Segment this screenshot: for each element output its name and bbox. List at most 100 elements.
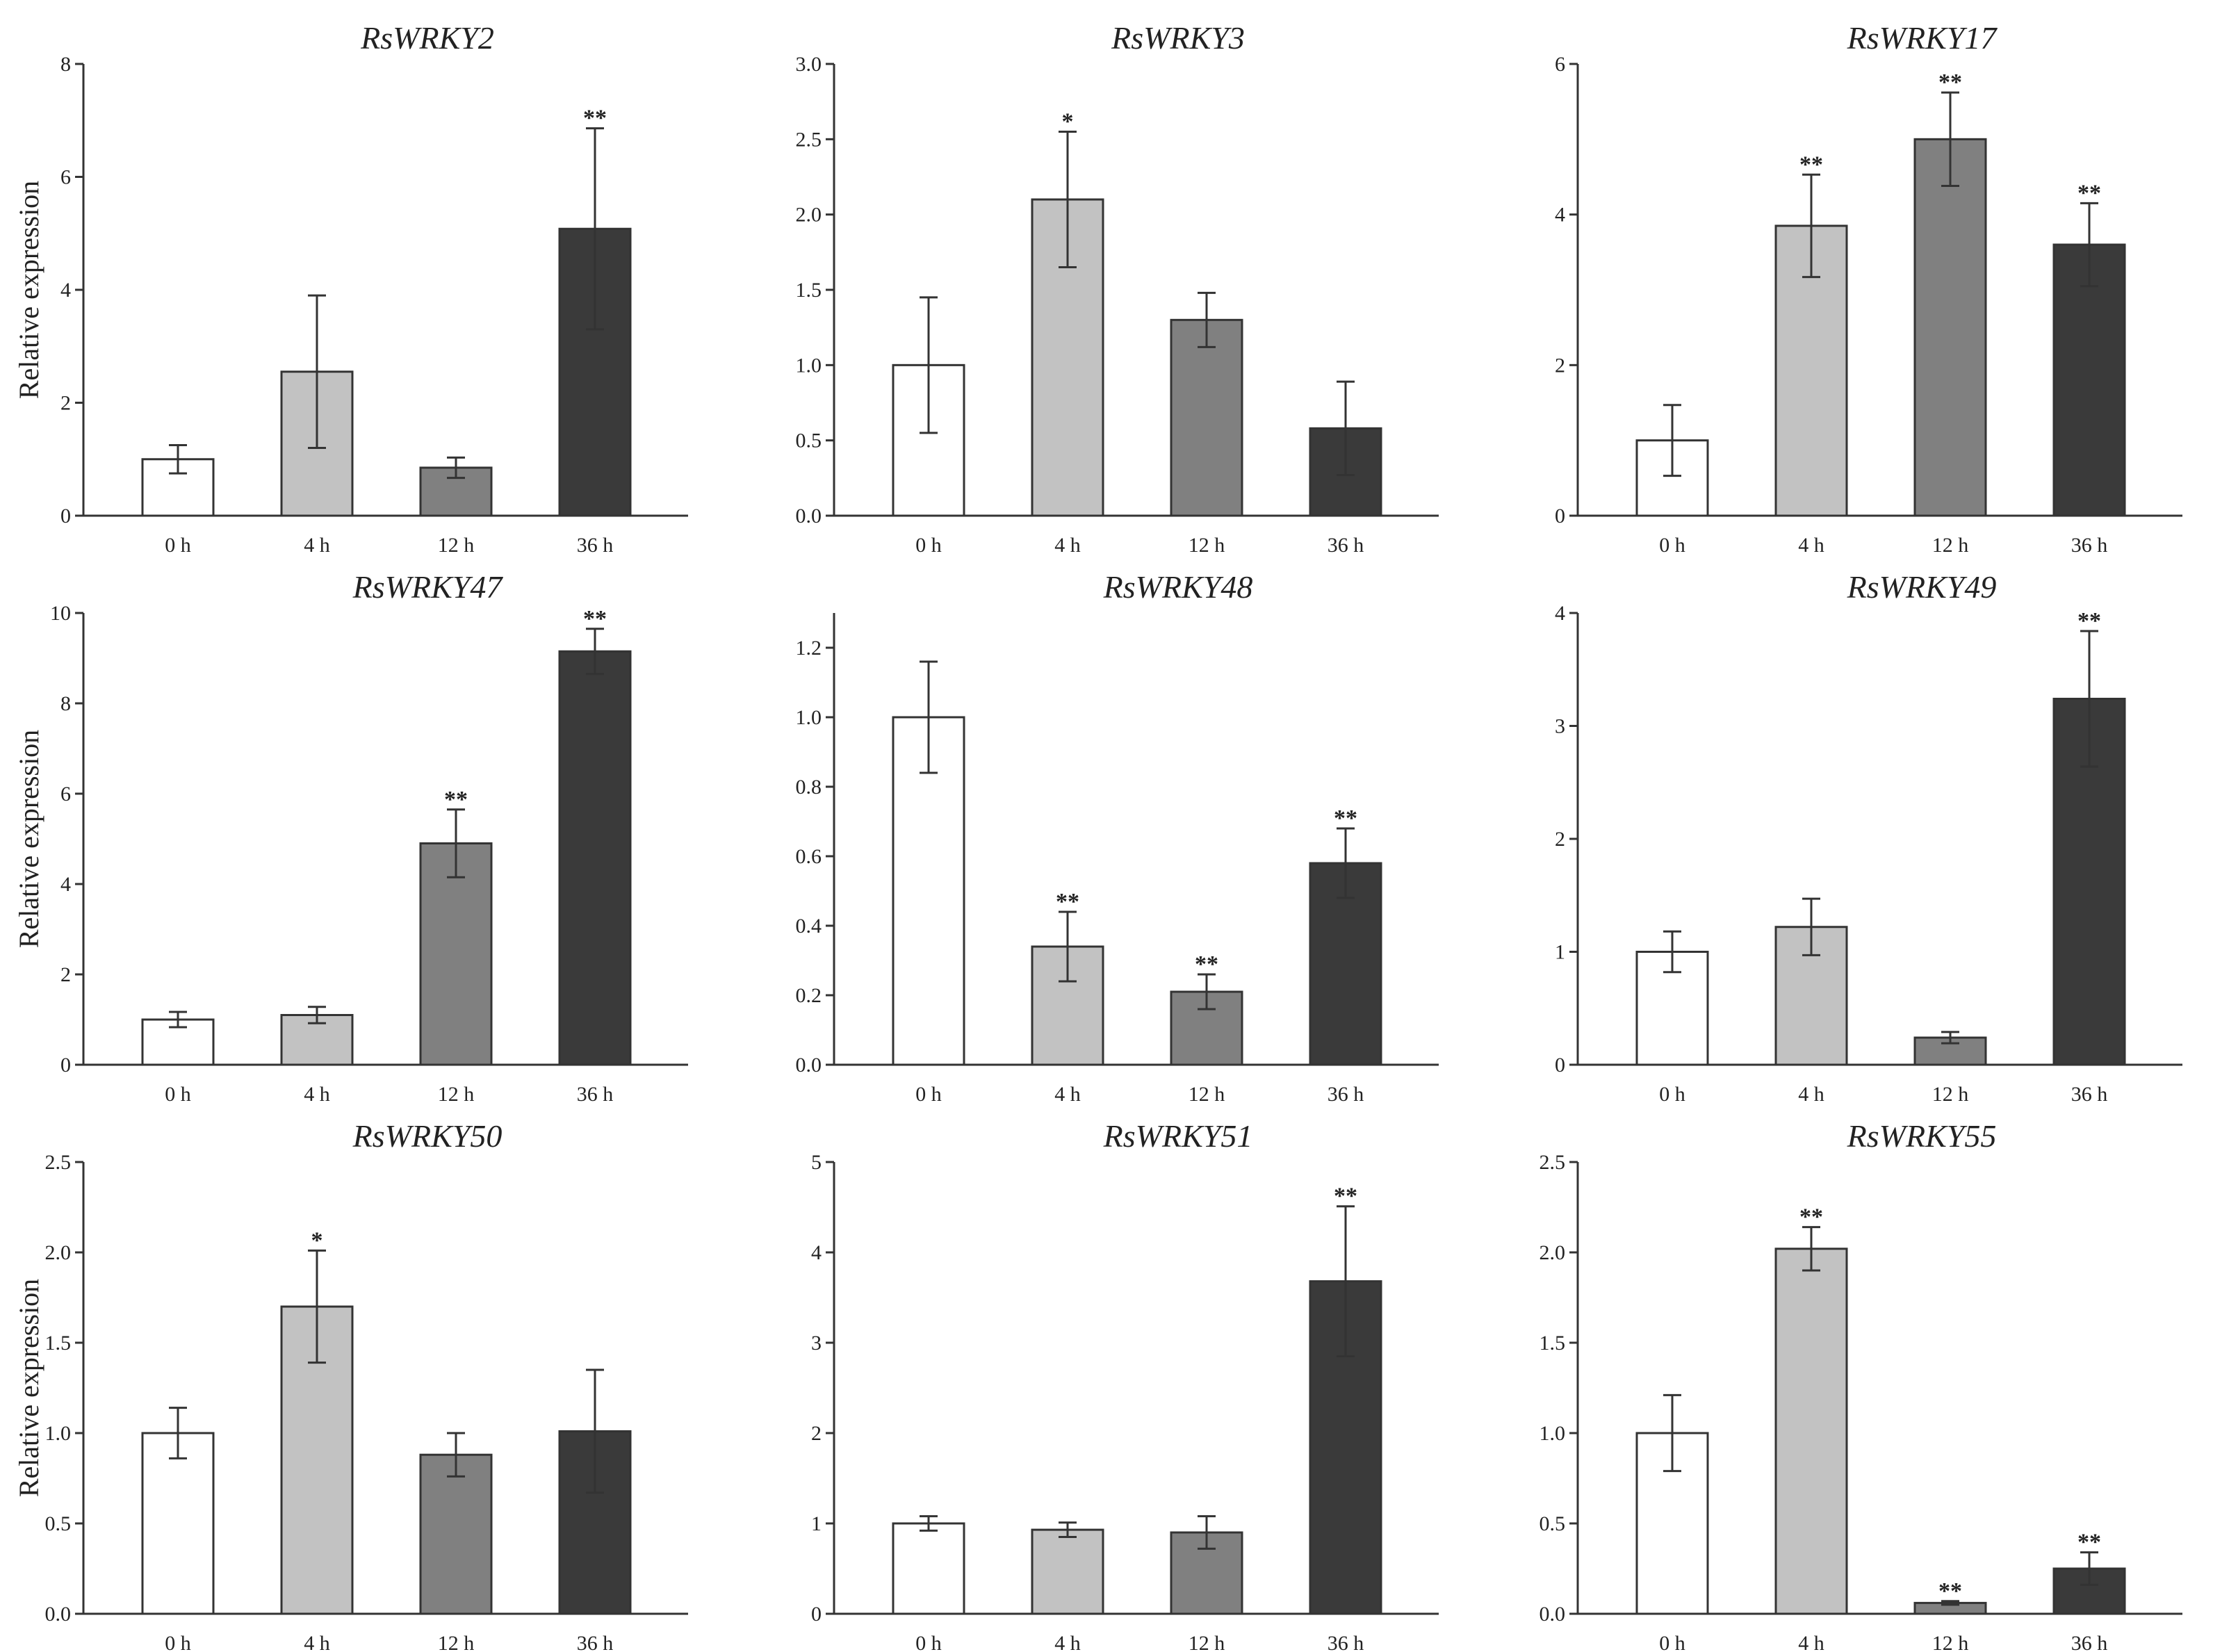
significance-marker: ** xyxy=(1056,889,1079,915)
x-category-label: 4 h xyxy=(1798,1632,1824,1652)
y-tick-label: 0.0 xyxy=(45,1603,72,1626)
chart-panel-rswrky50: RsWRKY50 0.0 0.5 1.0 1.5 2.0 2.5 Relative expre… xyxy=(13,1118,688,1652)
y-tick-label: 8 xyxy=(60,53,71,76)
significance-marker: ** xyxy=(2077,180,2101,206)
x-category-label: 36 h xyxy=(2071,1632,2108,1652)
x-category-label: 4 h xyxy=(1798,534,1824,557)
y-tick-label: 10 xyxy=(50,602,71,625)
y-tick-label: 3 xyxy=(1555,715,1565,738)
x-category-label: 36 h xyxy=(2071,534,2108,557)
y-tick-label: 0.5 xyxy=(45,1512,72,1535)
x-category-label: 36 h xyxy=(2071,1083,2108,1106)
y-tick-label: 4 xyxy=(60,279,71,302)
x-category-label: 36 h xyxy=(577,1632,614,1652)
x-category-label: 12 h xyxy=(1932,1632,1969,1652)
y-tick-label: 1.0 xyxy=(45,1422,72,1445)
x-category-label: 12 h xyxy=(1189,534,1225,557)
y-tick-label: 1.0 xyxy=(796,354,822,377)
y-tick-label: 0 xyxy=(1555,1054,1565,1077)
y-tick-label: 6 xyxy=(1555,53,1565,76)
x-category-label: 0 h xyxy=(1659,1083,1685,1106)
y-axis-label: Relative expression xyxy=(13,1279,44,1497)
chart-panel-rswrky51: RsWRKY51 0 1 2 3 4 5 0 h 4 h 12 h ** 36 h xyxy=(811,1118,1439,1652)
panel-title: RsWRKY55 xyxy=(1847,1118,1997,1154)
significance-marker: * xyxy=(1062,109,1074,135)
bar-0 xyxy=(141,1432,215,1615)
x-category-label: 4 h xyxy=(304,534,330,557)
y-tick-label: 6 xyxy=(60,783,71,805)
y-tick-label: 5 xyxy=(811,1151,822,1174)
x-category-label: 4 h xyxy=(1054,534,1081,557)
y-axis-label: Relative expression xyxy=(13,181,44,399)
x-category-label: 12 h xyxy=(1932,534,1969,557)
y-tick-label: 0.0 xyxy=(796,1054,822,1077)
y-tick-label: 3.0 xyxy=(796,53,822,76)
bar-2 xyxy=(419,1453,493,1615)
y-tick-label: 0.6 xyxy=(796,845,822,868)
panel-title: RsWRKY48 xyxy=(1103,569,1253,605)
x-category-label: 0 h xyxy=(1659,1632,1685,1652)
y-tick-label: 1.2 xyxy=(796,637,822,660)
y-tick-label: 2 xyxy=(1555,828,1565,851)
y-tick-label: 2.5 xyxy=(796,128,822,151)
y-tick-label: 1.0 xyxy=(796,706,822,729)
x-category-label: 0 h xyxy=(165,534,191,557)
y-tick-label: 6 xyxy=(60,166,71,189)
panel-title: RsWRKY3 xyxy=(1111,20,1245,56)
chart-panel-rswrky49: RsWRKY49 0 1 2 3 4 0 h 4 h 12 h ** 36 h xyxy=(1555,569,2182,1106)
x-category-label: 12 h xyxy=(1189,1632,1225,1652)
x-category-label: 4 h xyxy=(304,1083,330,1106)
x-category-label: 4 h xyxy=(1798,1083,1824,1106)
y-axis-label: Relative expression xyxy=(13,730,44,948)
y-tick-label: 2 xyxy=(60,963,71,986)
x-category-label: 36 h xyxy=(577,1083,614,1106)
y-tick-label: 0.5 xyxy=(796,430,822,452)
bar-2 xyxy=(419,842,493,1066)
y-tick-label: 4 xyxy=(811,1241,822,1264)
y-tick-label: 0 xyxy=(60,1054,71,1077)
y-tick-label: 0 xyxy=(1555,505,1565,528)
bar-3 xyxy=(2052,243,2126,517)
y-tick-label: 1.5 xyxy=(1540,1332,1566,1355)
y-tick-label: 8 xyxy=(60,692,71,715)
significance-marker: ** xyxy=(1799,152,1823,177)
x-category-label: 12 h xyxy=(1932,1083,1969,1106)
x-category-label: 0 h xyxy=(915,1632,942,1652)
panel-title: RsWRKY47 xyxy=(352,569,504,605)
x-category-label: 4 h xyxy=(1054,1632,1081,1652)
panel-title: RsWRKY51 xyxy=(1103,1118,1253,1154)
chart-panel-rswrky3: RsWRKY3 0.0 0.5 1.0 1.5 2.0 2.5 3.0 0 h * 4 h 12 h 3… xyxy=(796,20,1439,557)
y-tick-label: 2.0 xyxy=(45,1241,72,1264)
significance-marker: ** xyxy=(2077,1530,2101,1555)
significance-marker: ** xyxy=(1334,1184,1357,1209)
chart-panel-rswrky48: RsWRKY48 0.0 0.2 0.4 0.6 0.8 1.0 1.2 0 h ** 4 h ** 1… xyxy=(796,569,1439,1106)
y-tick-label: 0.4 xyxy=(796,915,822,938)
y-tick-label: 1.5 xyxy=(45,1332,72,1355)
y-tick-label: 0.8 xyxy=(796,776,822,799)
panel-title: RsWRKY2 xyxy=(360,20,494,56)
y-tick-label: 2 xyxy=(1555,354,1565,377)
x-category-label: 0 h xyxy=(915,1083,942,1106)
significance-marker: ** xyxy=(2077,608,2101,634)
significance-marker: ** xyxy=(1195,951,1218,977)
significance-marker: ** xyxy=(1938,69,1962,95)
y-tick-label: 2 xyxy=(60,392,71,415)
x-category-label: 12 h xyxy=(438,534,475,557)
y-tick-label: 0.2 xyxy=(796,984,822,1007)
y-tick-label: 0.5 xyxy=(1540,1512,1566,1535)
y-tick-label: 2.5 xyxy=(1540,1151,1566,1174)
bar-1 xyxy=(1774,1248,1848,1615)
bar-3 xyxy=(2052,698,2126,1066)
significance-marker: * xyxy=(311,1227,323,1253)
bar-2 xyxy=(1913,138,1987,517)
bar-2 xyxy=(1170,318,1243,517)
bar-1 xyxy=(1031,1528,1104,1615)
significance-marker: ** xyxy=(1799,1204,1823,1230)
panel-title: RsWRKY17 xyxy=(1847,20,1998,56)
y-tick-label: 0 xyxy=(811,1603,822,1626)
bar-0 xyxy=(892,1522,965,1615)
significance-marker: ** xyxy=(583,606,607,632)
x-category-label: 12 h xyxy=(1189,1083,1225,1106)
x-category-label: 0 h xyxy=(165,1632,191,1652)
y-tick-label: 2.0 xyxy=(796,204,822,227)
